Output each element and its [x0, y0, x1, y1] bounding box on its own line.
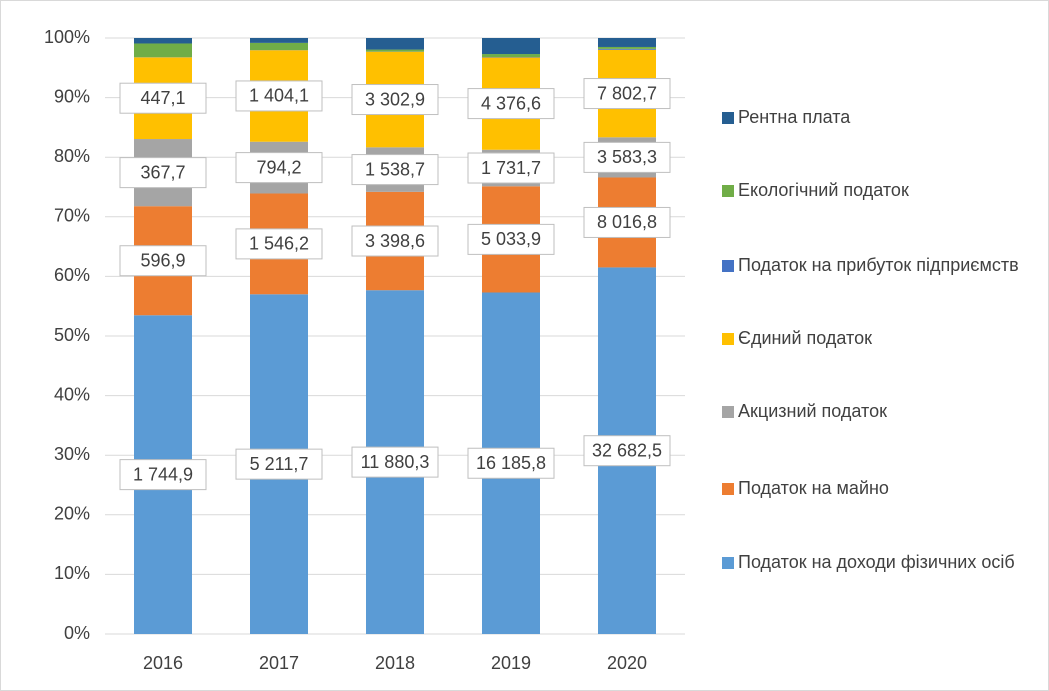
legend-swatch [722, 260, 734, 272]
data-label-box [119, 459, 207, 491]
bar-segment [250, 42, 308, 51]
data-label: 16 185,8 [476, 453, 546, 473]
y-tick-label: 80% [54, 146, 90, 166]
legend-label: Податок на майно [738, 478, 889, 498]
bar-segment [482, 38, 540, 55]
x-tick-label: 2019 [491, 653, 531, 673]
legend-item: Податок на доходи фізичних осіб [722, 549, 1032, 575]
data-label-box [351, 154, 439, 186]
data-label: 1 744,9 [133, 464, 193, 484]
data-label: 3 302,9 [365, 89, 425, 109]
data-label: 3 398,6 [365, 231, 425, 251]
bar-segment [366, 49, 424, 52]
data-label: 4 376,6 [481, 93, 541, 113]
y-tick-label: 30% [54, 444, 90, 464]
data-label: 1 404,1 [249, 86, 309, 106]
data-label-box [467, 223, 555, 255]
y-tick-label: 20% [54, 504, 90, 524]
y-tick-label: 70% [54, 206, 90, 226]
data-label: 1 546,2 [249, 234, 309, 254]
legend-label: Рентна плата [738, 107, 851, 127]
legend-swatch [722, 406, 734, 418]
data-label: 367,7 [140, 162, 185, 182]
bar-segment [598, 48, 656, 50]
legend-item: Рентна плата [722, 104, 1032, 130]
x-tick-label: 2016 [143, 653, 183, 673]
legend-item: Єдиний податок [722, 325, 1032, 351]
data-label: 5 211,7 [250, 454, 309, 474]
data-label: 596,9 [140, 250, 185, 270]
data-label-box [351, 225, 439, 257]
legend-label: Єдиний податок [738, 328, 872, 348]
y-tick-label: 40% [54, 384, 90, 404]
bar-segment [134, 38, 192, 44]
data-label-box [119, 82, 207, 114]
y-tick-label: 10% [54, 563, 90, 583]
legend-swatch [722, 557, 734, 569]
legend-item: Податок на прибуток підприємств [722, 252, 1032, 278]
y-tick-label: 60% [54, 265, 90, 285]
bar-segment [366, 38, 424, 50]
data-label-box [119, 245, 207, 277]
data-label: 32 682,5 [592, 440, 662, 460]
data-label-box [235, 448, 323, 480]
data-label: 3 583,3 [597, 147, 657, 167]
legend-swatch [722, 333, 734, 345]
legend-item: Екологічний податок [722, 177, 1032, 203]
data-label-box [235, 228, 323, 260]
bar-segment [134, 43, 192, 58]
y-tick-label: 0% [64, 623, 90, 643]
legend-item: Податок на майно [722, 475, 1032, 501]
data-label-box [583, 435, 671, 467]
data-label: 1 731,7 [481, 158, 541, 178]
data-label-box [351, 84, 439, 116]
data-label-box [235, 80, 323, 112]
legend-label: Податок на прибуток підприємств [738, 255, 1019, 275]
data-label-box [351, 446, 439, 478]
legend-swatch [722, 112, 734, 124]
legend-item: Акцизний податок [722, 398, 1032, 424]
bar-segment [598, 38, 656, 47]
data-label-box [583, 141, 671, 173]
data-label: 794,2 [256, 157, 301, 177]
data-label-box [583, 206, 671, 238]
data-label: 5 033,9 [481, 229, 541, 249]
data-label-box [467, 88, 555, 120]
data-label-box [467, 152, 555, 184]
y-tick-label: 90% [54, 86, 90, 106]
y-tick-label: 50% [54, 325, 90, 345]
data-label: 1 538,7 [365, 159, 425, 179]
legend-label: Екологічний податок [738, 180, 909, 200]
data-label-box [119, 157, 207, 189]
data-label-box [583, 78, 671, 110]
data-label-box [235, 152, 323, 184]
data-label: 11 880,3 [361, 452, 430, 472]
x-tick-label: 2020 [607, 653, 647, 673]
x-tick-label: 2017 [259, 653, 299, 673]
bar-segment [598, 46, 656, 49]
data-label: 447,1 [140, 88, 185, 108]
bar-segment [482, 54, 540, 57]
legend-label: Акцизний податок [738, 401, 887, 421]
legend-swatch [722, 185, 734, 197]
x-tick-label: 2018 [375, 653, 415, 673]
data-label: 8 016,8 [597, 212, 657, 232]
legend-label: Податок на доходи фізичних осіб [738, 552, 1015, 572]
data-label: 7 802,7 [597, 83, 657, 103]
data-label-box [467, 447, 555, 479]
bar-segment [250, 38, 308, 43]
legend-swatch [722, 483, 734, 495]
y-tick-label: 100% [44, 27, 90, 47]
